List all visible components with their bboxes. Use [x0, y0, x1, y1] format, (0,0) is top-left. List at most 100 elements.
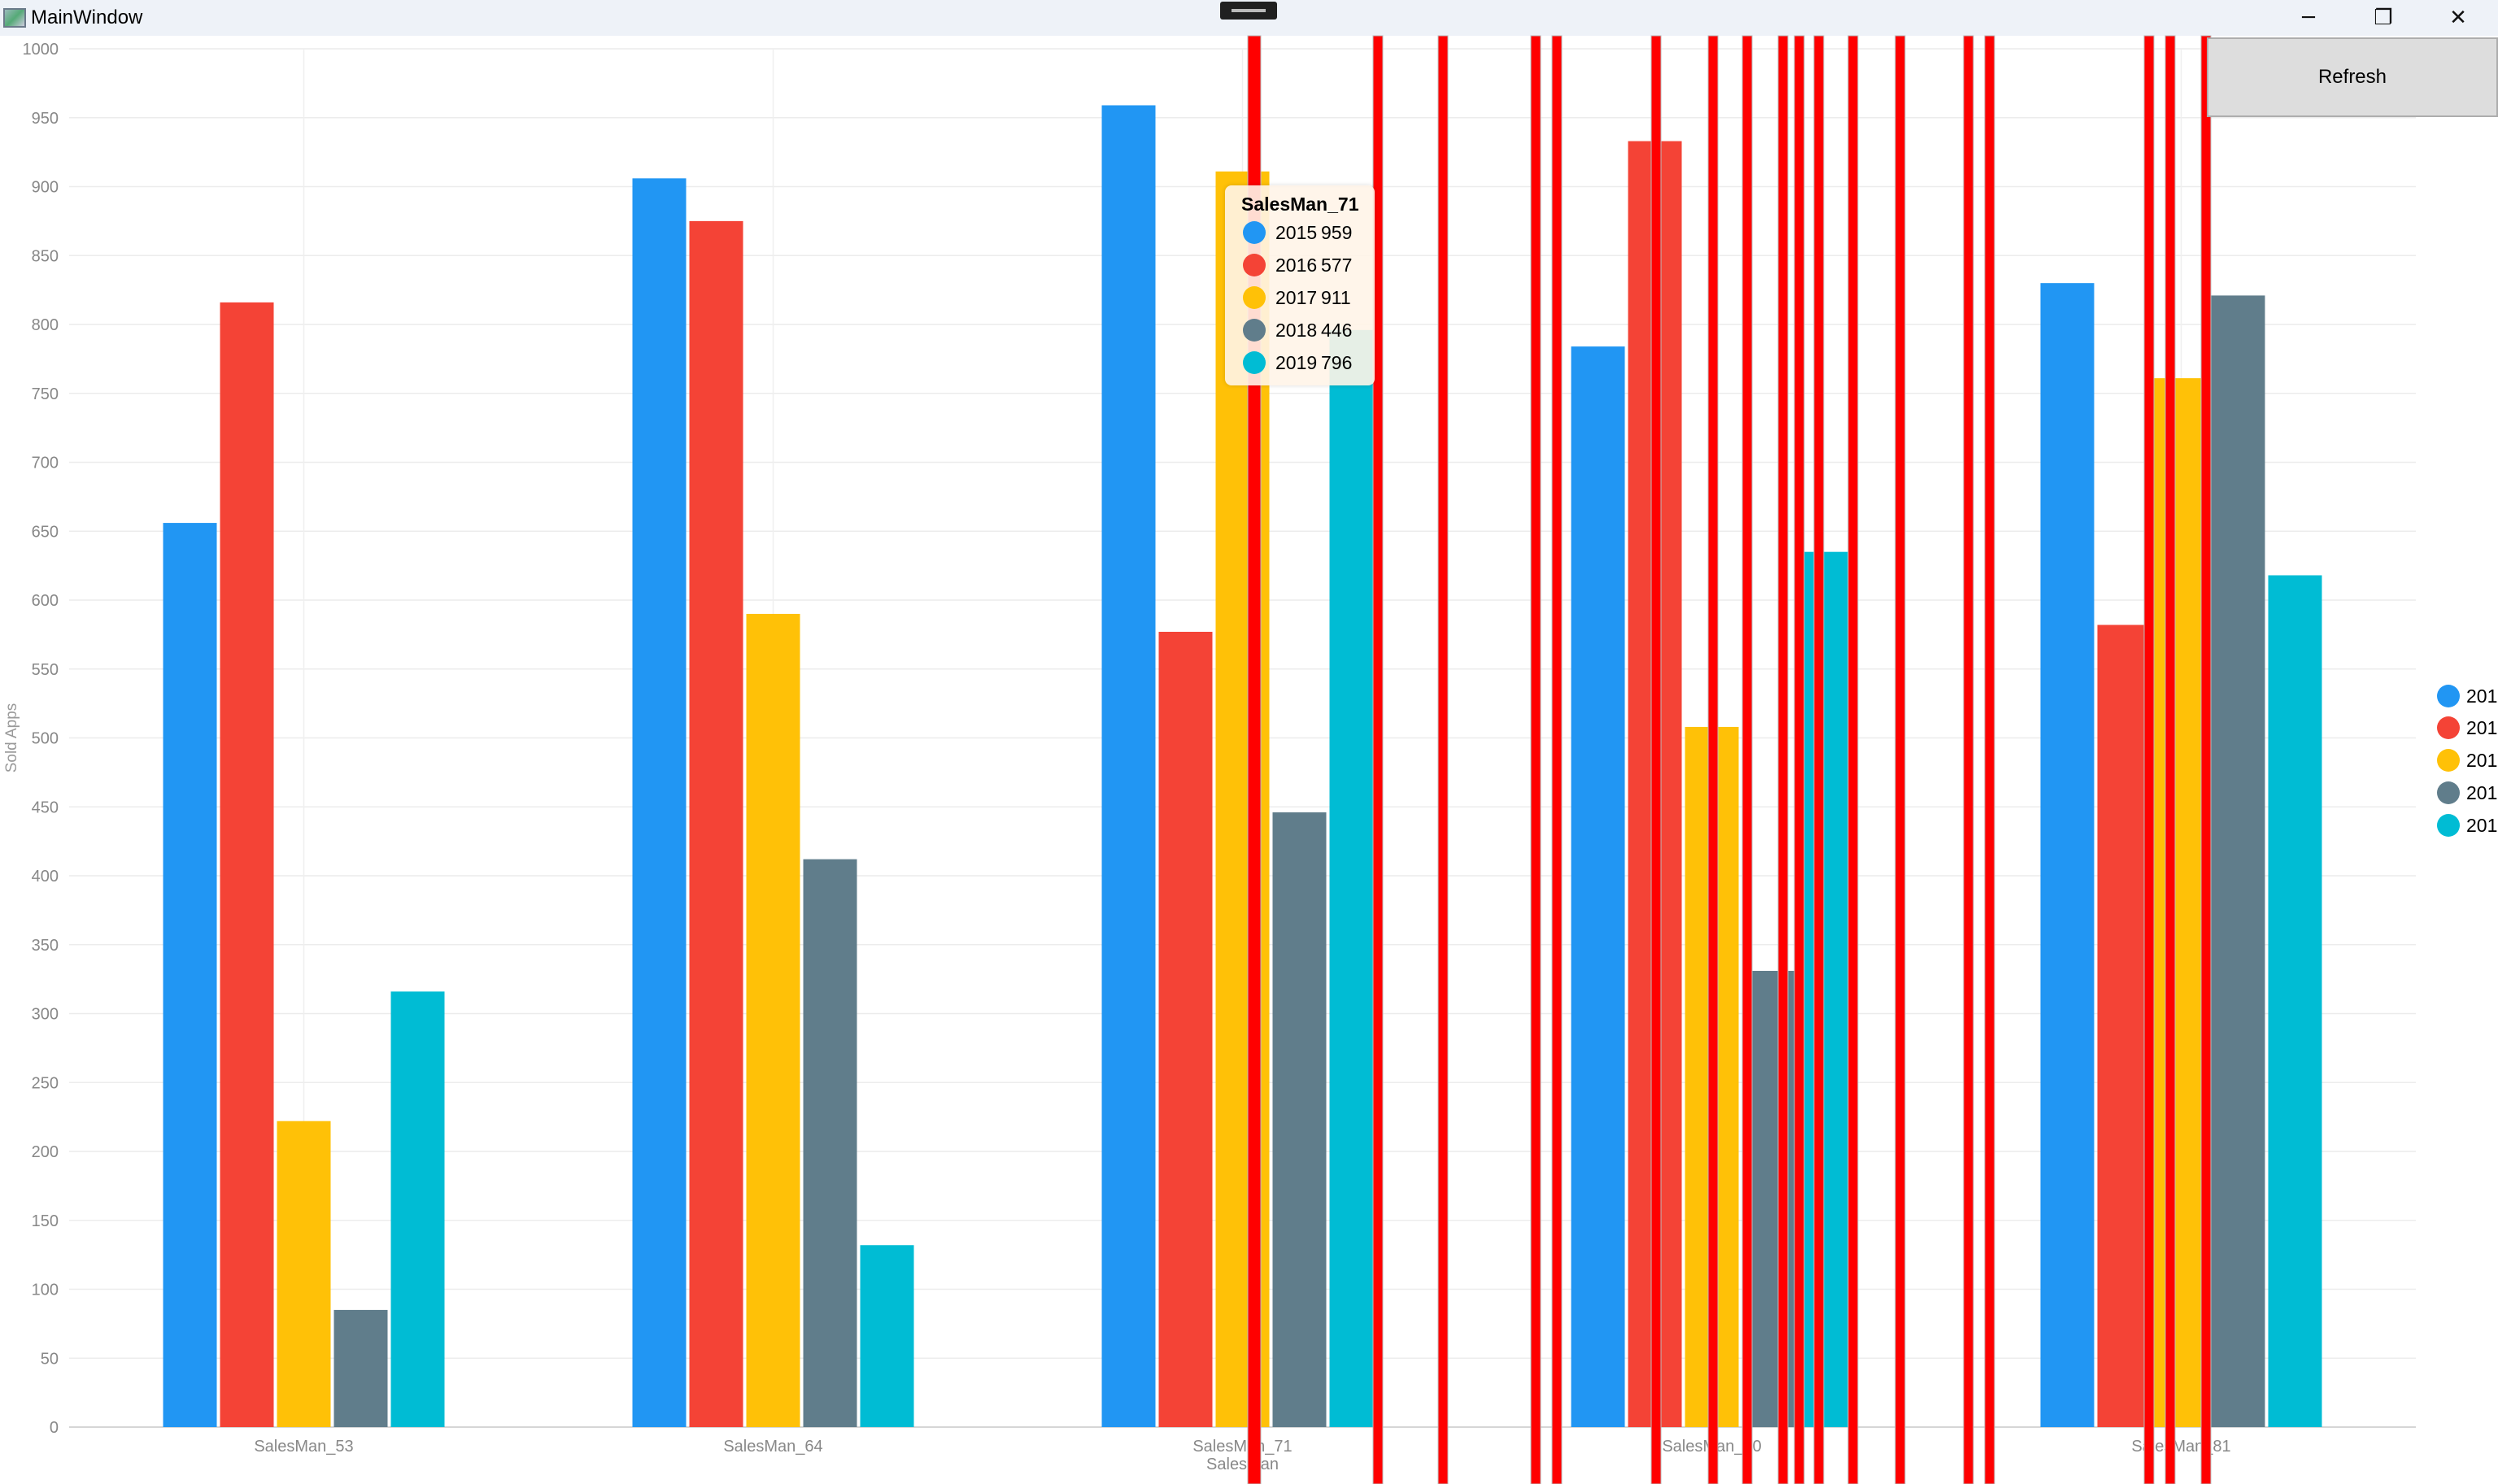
tooltip-title: SalesMan_71	[1241, 194, 1359, 215]
y-tick-label: 850	[32, 247, 59, 265]
tooltip-year: 2016	[1275, 254, 1318, 276]
bar[interactable]	[1101, 105, 1156, 1427]
y-tick-label: 900	[32, 179, 59, 197]
series-dot-2019	[1243, 351, 1266, 374]
y-tick-label: 300	[32, 1006, 59, 1024]
y-tick-label: 450	[32, 799, 59, 816]
overlay-line	[1847, 35, 1859, 1484]
legend-dot	[2437, 716, 2460, 739]
bar[interactable]	[163, 523, 217, 1427]
tooltip-row-2017: 2017 911	[1243, 283, 1351, 312]
legend-dot	[2437, 749, 2460, 772]
overlay-line	[1551, 35, 1563, 1484]
legend-entry-5: 201	[2437, 811, 2497, 840]
bar[interactable]	[2268, 575, 2322, 1427]
overlay-line	[1894, 35, 1906, 1484]
y-tick-label: 650	[32, 523, 59, 541]
series-dot-2018	[1243, 319, 1266, 342]
bar[interactable]	[2097, 624, 2151, 1427]
x-tick-label: SalesMan_53	[254, 1438, 353, 1456]
refresh-button[interactable]: Refresh	[2207, 37, 2498, 117]
bar[interactable]	[1272, 812, 1327, 1427]
overlay-line	[1742, 35, 1753, 1484]
y-axis-title: Sold Apps	[3, 703, 20, 773]
legend-label: 201	[2466, 716, 2498, 738]
app-icon	[3, 8, 26, 28]
tooltip-row-2019: 2019 796	[1243, 348, 1352, 377]
bar[interactable]	[2040, 283, 2095, 1427]
x-axis-title: SalesMan	[1206, 1456, 1279, 1473]
tooltip-value: 796	[1321, 351, 1353, 373]
bar[interactable]	[689, 220, 743, 1427]
tooltip-year: 2017	[1275, 286, 1318, 308]
legend-dot	[2437, 781, 2460, 804]
tooltip-row-2018: 2018 446	[1243, 316, 1352, 345]
series-dot-2015	[1243, 221, 1266, 244]
y-tick-label: 600	[32, 592, 59, 610]
window-title: MainWindow	[31, 7, 143, 28]
minimize-button[interactable]: ─	[2302, 6, 2315, 30]
overlay-line	[1707, 35, 1719, 1484]
y-tick-label: 750	[32, 385, 59, 403]
y-tick-label: 950	[32, 110, 59, 128]
bar[interactable]	[1158, 631, 1213, 1427]
legend-entry-1: 201	[2437, 681, 2497, 711]
bar[interactable]	[2154, 378, 2208, 1428]
title-bar: MainWindow ─ ❐ ✕	[0, 0, 2498, 36]
y-tick-label: 50	[41, 1350, 59, 1368]
y-tick-label: 400	[32, 868, 59, 886]
overlay-line	[1372, 35, 1384, 1484]
y-tick-label: 1000	[23, 41, 59, 59]
x-tick-label: SalesMan_64	[723, 1438, 822, 1456]
overlay-line	[1963, 35, 1974, 1484]
y-tick-label: 350	[32, 937, 59, 955]
legend-entry-2: 201	[2437, 713, 2497, 742]
bar[interactable]	[746, 613, 800, 1427]
overlay-line	[1794, 35, 1805, 1484]
y-tick-label: 800	[32, 316, 59, 334]
legend-label: 201	[2466, 781, 2498, 803]
legend-entry-4: 201	[2437, 778, 2497, 807]
y-tick-label: 100	[32, 1282, 59, 1299]
maximize-button[interactable]: ❐	[2374, 6, 2393, 30]
y-tick-label: 500	[32, 730, 59, 748]
chart-tooltip: SalesMan_71 2015 959 2016 577 2017 911 2…	[1225, 185, 1375, 385]
overlay-line	[2200, 35, 2212, 1484]
tooltip-year: 2019	[1275, 351, 1318, 373]
overlay-line	[1530, 35, 1541, 1484]
y-tick-label: 250	[32, 1074, 59, 1092]
tooltip-row-2016: 2016 577	[1243, 250, 1352, 280]
bar[interactable]	[2211, 295, 2265, 1427]
tooltip-value: 959	[1321, 221, 1353, 243]
x-tick-label: SalesMan_71	[1192, 1438, 1292, 1456]
bar[interactable]	[1798, 551, 1853, 1427]
bar[interactable]	[632, 178, 687, 1428]
bar[interactable]	[803, 859, 857, 1427]
bar[interactable]	[860, 1245, 914, 1427]
legend-label: 201	[2466, 814, 2498, 836]
tooltip-year: 2015	[1275, 221, 1318, 243]
overlay-line	[1247, 35, 1262, 1484]
overlay-line	[1437, 35, 1449, 1484]
overlay-line	[1813, 35, 1824, 1484]
drag-handle[interactable]	[1220, 2, 1277, 20]
legend-dot	[2437, 814, 2460, 837]
close-button[interactable]: ✕	[2449, 6, 2467, 30]
series-dot-2016	[1243, 254, 1266, 276]
legend-entry-3: 201	[2437, 746, 2497, 775]
bar[interactable]	[1571, 346, 1625, 1427]
bar[interactable]	[220, 302, 274, 1427]
overlay-line	[2143, 35, 2155, 1484]
bar[interactable]	[390, 991, 445, 1427]
y-tick-label: 200	[32, 1143, 59, 1161]
overlay-line	[1984, 35, 1995, 1484]
bar[interactable]	[277, 1121, 331, 1427]
y-tick-label: 550	[32, 661, 59, 679]
y-tick-label: 700	[32, 455, 59, 472]
tooltip-value: 911	[1321, 286, 1351, 308]
tooltip-value: 446	[1321, 319, 1353, 341]
overlay-line	[1777, 35, 1789, 1484]
bar[interactable]	[334, 1309, 388, 1427]
tooltip-year: 2018	[1275, 319, 1318, 341]
